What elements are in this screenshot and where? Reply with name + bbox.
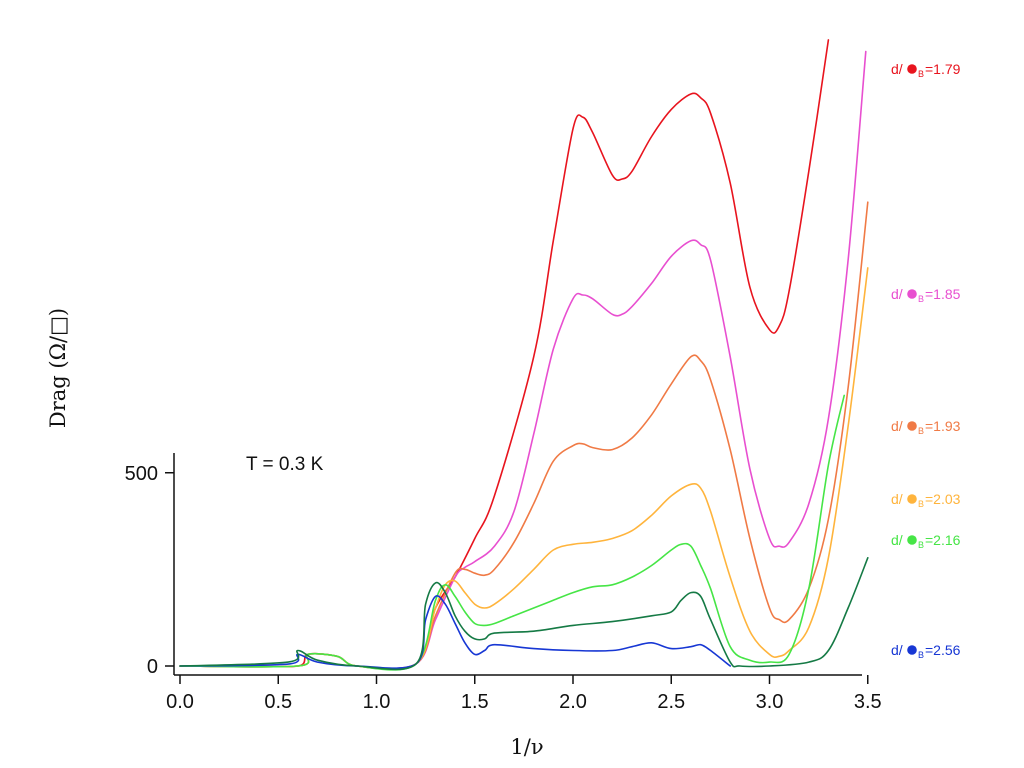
series-label-subscript: B	[918, 426, 924, 436]
series-line	[179, 39, 830, 671]
x-tick-label: 1.5	[461, 691, 489, 713]
symbol-dot	[907, 645, 917, 655]
series-label-value: =1.93	[925, 418, 961, 434]
temperature-annotation: T = 0.3 K	[246, 454, 324, 475]
series-legend-label: d/B =1.79	[891, 61, 961, 79]
series-label-subscript: B	[918, 499, 924, 509]
x-tick-label: 2.5	[657, 691, 685, 713]
symbol-dot	[907, 289, 917, 299]
series-label-prefix: d/	[891, 532, 903, 548]
x-tick-label: 3.0	[756, 691, 784, 713]
x-tick-label: 0.5	[264, 691, 292, 713]
axes: 0.0 0.5 1.0 1.5 2.0 2.5 3.0 3.5 0 500	[125, 453, 882, 713]
series-line	[179, 50, 867, 670]
series-lines	[179, 39, 869, 671]
series-label-prefix: d/	[891, 491, 903, 507]
series-line	[179, 557, 869, 671]
symbol-dot	[907, 535, 917, 545]
series-label-value: =1.79	[925, 61, 961, 77]
x-tick-label: 2.0	[559, 691, 587, 713]
series-legend-label: d/B =2.16	[891, 532, 961, 550]
series-label-subscript: B	[918, 69, 924, 79]
series-label-value: =2.03	[925, 491, 961, 507]
series-label-prefix: d/	[891, 61, 903, 77]
series-legend-label: d/B =1.93	[891, 418, 961, 436]
series-label-value: =1.85	[925, 286, 961, 302]
series-label-value: =2.16	[925, 532, 961, 548]
series-legend-label: d/B =1.85	[891, 286, 961, 304]
series-label-subscript: B	[918, 540, 924, 550]
series-label-subscript: B	[918, 294, 924, 304]
y-tick-label: 0	[147, 656, 158, 678]
x-tick-label: 0.0	[166, 691, 194, 713]
series-labels: d/B =1.79d/B =1.85d/B =1.93d/B =2.03d/B =2.16…	[891, 61, 961, 660]
series-label-prefix: d/	[891, 418, 903, 434]
series-legend-label: d/B =2.56	[891, 642, 961, 660]
symbol-dot	[907, 494, 917, 504]
x-axis-title: 1/ν	[510, 735, 543, 759]
series-label-prefix: d/	[891, 286, 903, 302]
symbol-dot	[907, 421, 917, 431]
symbol-dot	[907, 64, 917, 74]
x-tick-label: 1.0	[363, 691, 391, 713]
series-line	[179, 595, 731, 669]
series-label-value: =2.56	[925, 642, 961, 658]
y-axis-title: Drag (Ω/□)	[46, 308, 70, 428]
series-label-subscript: B	[918, 650, 924, 660]
y-tick-label: 500	[125, 463, 158, 485]
series-label-prefix: d/	[891, 642, 903, 658]
x-tick-label: 3.5	[854, 691, 882, 713]
series-line	[179, 201, 869, 670]
series-legend-label: d/B =2.03	[891, 491, 961, 509]
